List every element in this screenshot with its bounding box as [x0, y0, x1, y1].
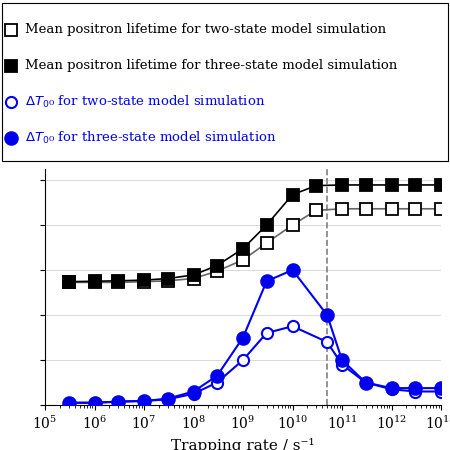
Text: Mean positron lifetime for three-state model simulation: Mean positron lifetime for three-state m…	[25, 59, 397, 72]
X-axis label: Trapping rate / s⁻¹: Trapping rate / s⁻¹	[171, 437, 315, 450]
Text: $\Delta T_0$₀ for three-state model simulation: $\Delta T_0$₀ for three-state model simu…	[25, 130, 276, 146]
Text: Mean positron lifetime for two-state model simulation: Mean positron lifetime for two-state mod…	[25, 23, 386, 36]
Text: $\Delta T_0$₀ for two-state model simulation: $\Delta T_0$₀ for two-state model simula…	[25, 94, 265, 110]
